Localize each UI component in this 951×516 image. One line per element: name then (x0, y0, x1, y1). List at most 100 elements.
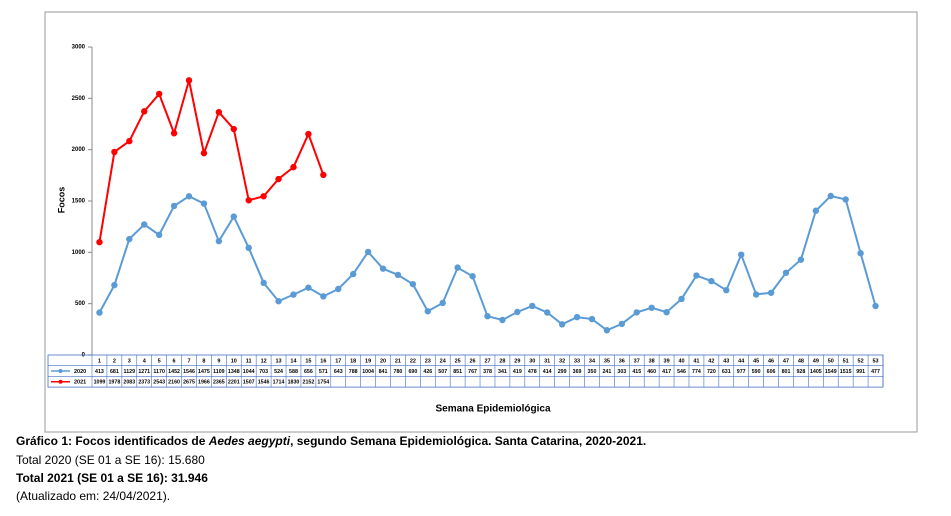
series-point (215, 108, 223, 116)
x-tick-label: 23 (425, 358, 431, 364)
series-point (379, 265, 387, 272)
series-point (305, 130, 312, 138)
table-value: 414 (543, 369, 552, 375)
series-point (663, 308, 670, 316)
series-point (230, 213, 237, 220)
updated: (Atualizado em: 24/04/2021). (16, 489, 170, 503)
table-value: 1978 (108, 380, 120, 386)
y-axis-label: Focos (56, 187, 66, 214)
table-value: 2543 (153, 380, 165, 386)
table-value: 350 (588, 369, 597, 375)
table-value: 1109 (213, 369, 225, 375)
x-tick-label: 25 (455, 358, 461, 364)
series-point (349, 270, 357, 278)
table-value: 303 (617, 369, 626, 375)
series-point (275, 298, 282, 305)
table-value: 2201 (228, 380, 240, 386)
table-value: 241 (602, 369, 611, 375)
x-tick-label: 21 (395, 358, 401, 364)
table-value: 606 (767, 369, 776, 375)
series-point (260, 279, 267, 287)
series-point (290, 291, 297, 298)
x-tick-label: 19 (365, 358, 371, 364)
table-value: 546 (677, 369, 686, 375)
series-point (275, 175, 282, 183)
table-value: 780 (394, 369, 403, 375)
y-tick-label: 1500 (72, 199, 86, 205)
x-tick-label: 31 (544, 358, 550, 364)
series-point (170, 202, 178, 210)
series-point (320, 171, 327, 179)
y-tick-label: 1000 (72, 250, 86, 256)
x-axis-label: Semana Epidemiológica (435, 404, 550, 415)
y-tick-label: 3000 (72, 45, 86, 51)
table-value: 1129 (124, 369, 136, 375)
series-point (573, 313, 581, 321)
legend-label: 2021 (74, 380, 86, 386)
x-tick-label: 26 (470, 358, 476, 364)
series-point (767, 289, 775, 296)
x-tick-label: 37 (634, 358, 640, 364)
table-value: 478 (528, 369, 537, 375)
table-value: 977 (737, 369, 746, 375)
series-point (812, 207, 820, 214)
series-point (290, 163, 297, 171)
x-tick-label: 11 (246, 358, 252, 364)
table-value: 426 (423, 369, 432, 375)
series-point (782, 269, 790, 276)
series-point (558, 321, 566, 328)
x-tick-label: 32 (559, 358, 565, 364)
series-point (260, 193, 267, 200)
total-2021: Total 2021 (SE 01 a SE 16): 31.946 (16, 471, 208, 485)
series-point (305, 284, 312, 291)
table-value: 588 (289, 369, 298, 375)
series-point (618, 320, 626, 328)
table-value: 413 (95, 369, 104, 375)
series-point (96, 238, 103, 246)
x-tick-label: 7 (187, 358, 190, 364)
series-point (633, 309, 640, 316)
table-value: 1549 (825, 369, 837, 375)
series-point (141, 108, 148, 115)
x-tick-label: 14 (290, 358, 297, 364)
table-value: 767 (468, 369, 477, 375)
table-value: 2160 (168, 380, 180, 386)
caption-rest: , segundo Semana Epidemiológica. Santa C… (290, 434, 646, 448)
caption-label: Gráfico 1: Focos identificados de (16, 434, 209, 448)
table-value: 477 (871, 369, 880, 375)
x-tick-label: 24 (440, 358, 447, 364)
legend-label: 2020 (74, 369, 86, 375)
table-value: 2365 (213, 380, 225, 386)
series-point (723, 287, 730, 294)
table-value: 299 (558, 369, 567, 375)
caption-species: Aedes aegypti (208, 434, 291, 448)
table-value: 1507 (243, 380, 255, 386)
series-point (126, 137, 133, 145)
series-point (409, 280, 417, 288)
series-point (394, 271, 402, 279)
series-point (185, 77, 193, 84)
x-tick-label: 41 (693, 358, 699, 364)
x-tick-label: 30 (529, 358, 535, 364)
x-tick-label: 12 (261, 358, 267, 364)
table-value: 1170 (153, 369, 165, 375)
series-point (185, 193, 193, 200)
series-point (648, 304, 655, 311)
caption: Gráfico 1: Focos identificados de Aedes … (16, 434, 646, 448)
x-tick-label: 52 (858, 358, 864, 364)
table-value: 2675 (183, 380, 195, 386)
series-point (693, 272, 700, 279)
x-tick-label: 27 (484, 358, 490, 364)
x-tick-label: 18 (350, 358, 356, 364)
table-value: 841 (379, 369, 388, 375)
series-point (215, 237, 223, 245)
x-tick-label: 53 (872, 358, 878, 364)
x-tick-label: 38 (649, 358, 655, 364)
x-tick-label: 6 (173, 358, 176, 364)
table-value: 1004 (362, 369, 374, 375)
table-value: 774 (692, 369, 701, 375)
series-point (200, 200, 208, 207)
series-point (200, 149, 208, 157)
table-value: 415 (632, 369, 641, 375)
table-value: 460 (647, 369, 656, 375)
